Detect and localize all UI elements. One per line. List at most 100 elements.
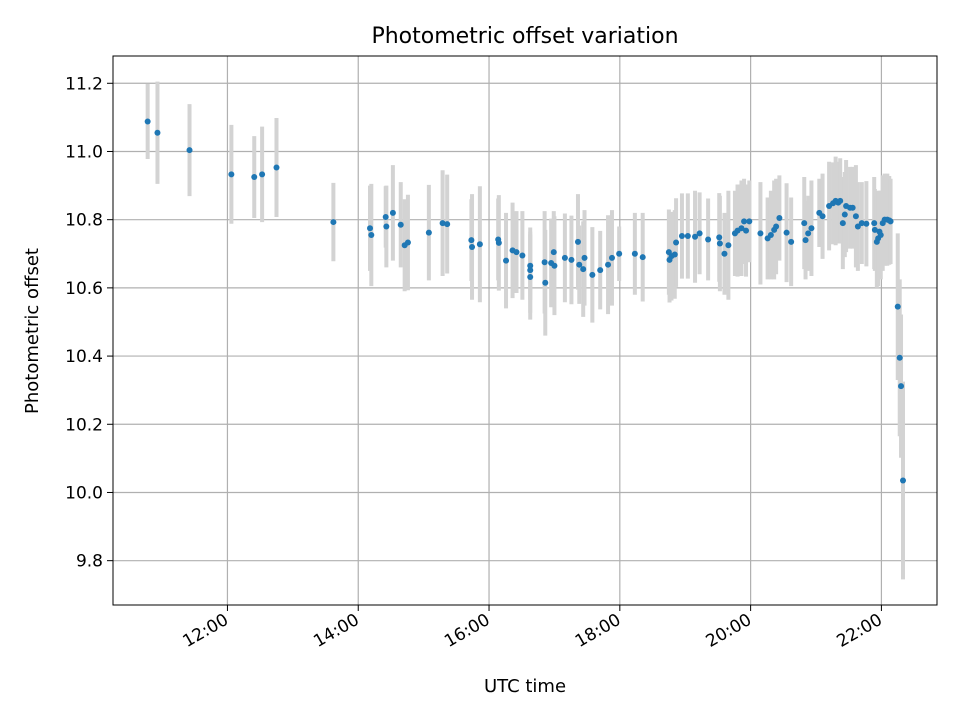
data-point bbox=[468, 237, 475, 244]
data-point bbox=[746, 218, 753, 225]
data-point bbox=[144, 118, 151, 125]
x-axis-label: UTC time bbox=[484, 676, 566, 697]
data-point bbox=[841, 211, 848, 218]
data-point bbox=[503, 257, 510, 264]
y-tick-label: 11.0 bbox=[65, 142, 103, 162]
data-point bbox=[877, 232, 884, 239]
data-point bbox=[757, 230, 764, 237]
grid-layer bbox=[113, 56, 937, 605]
data-point bbox=[154, 129, 161, 136]
data-point bbox=[561, 254, 568, 261]
data-point bbox=[788, 238, 795, 245]
data-point bbox=[721, 250, 728, 257]
data-point bbox=[581, 254, 588, 261]
data-point bbox=[616, 250, 623, 257]
data-point bbox=[551, 262, 558, 269]
data-point bbox=[673, 239, 680, 246]
data-point bbox=[576, 261, 583, 268]
data-point bbox=[608, 254, 615, 261]
data-point bbox=[439, 220, 446, 227]
data-point bbox=[839, 220, 846, 227]
data-point bbox=[819, 213, 826, 220]
data-point bbox=[382, 213, 389, 220]
data-point bbox=[404, 239, 411, 246]
data-point bbox=[684, 233, 691, 240]
y-tick-label: 9.8 bbox=[76, 552, 103, 572]
data-point bbox=[631, 250, 638, 257]
data-point bbox=[887, 218, 894, 225]
plot-frame bbox=[112, 55, 938, 606]
data-point bbox=[871, 220, 878, 227]
data-point bbox=[527, 262, 534, 269]
data-point bbox=[383, 223, 390, 230]
data-point bbox=[692, 233, 699, 240]
data-point bbox=[863, 220, 870, 227]
data-point bbox=[705, 236, 712, 243]
data-point bbox=[589, 271, 596, 278]
data-point bbox=[330, 219, 337, 226]
data-point bbox=[678, 233, 685, 240]
y-tick-label: 10.2 bbox=[65, 415, 103, 435]
data-point bbox=[716, 240, 723, 247]
data-point bbox=[228, 171, 235, 178]
data-point bbox=[541, 259, 548, 266]
data-point bbox=[898, 383, 905, 390]
data-point bbox=[597, 267, 604, 274]
data-point bbox=[527, 267, 534, 274]
data-point bbox=[837, 197, 844, 204]
data-point bbox=[896, 354, 903, 361]
data-point bbox=[639, 254, 646, 261]
data-point bbox=[716, 234, 723, 241]
data-point bbox=[574, 238, 581, 245]
data-point bbox=[389, 209, 396, 216]
data-point bbox=[767, 232, 774, 239]
data-point bbox=[849, 204, 856, 211]
data-point bbox=[852, 213, 859, 220]
data-point bbox=[743, 227, 750, 234]
y-tick-label: 10.6 bbox=[65, 279, 103, 299]
data-point bbox=[871, 226, 878, 233]
data-point bbox=[802, 237, 809, 244]
y-axis-label: Photometric offset bbox=[22, 248, 43, 414]
point-layer bbox=[144, 118, 906, 484]
data-point bbox=[605, 261, 612, 268]
data-point bbox=[899, 477, 906, 484]
data-point bbox=[738, 225, 745, 232]
data-point bbox=[580, 266, 587, 273]
data-point bbox=[741, 218, 748, 225]
data-point bbox=[367, 225, 374, 232]
data-point bbox=[671, 251, 678, 258]
data-point bbox=[808, 225, 815, 232]
data-point bbox=[858, 220, 865, 227]
data-point bbox=[425, 229, 432, 236]
data-point bbox=[801, 220, 808, 227]
data-point bbox=[776, 214, 783, 221]
data-point bbox=[783, 229, 790, 236]
data-point bbox=[519, 252, 526, 259]
chart-title: Photometric offset variation bbox=[371, 24, 678, 49]
y-tick-label: 10.0 bbox=[65, 483, 103, 503]
data-point bbox=[259, 171, 266, 178]
y-tick-label: 11.2 bbox=[65, 74, 103, 94]
data-point bbox=[476, 241, 483, 248]
data-point bbox=[854, 223, 861, 230]
data-point bbox=[527, 273, 534, 280]
data-point bbox=[273, 164, 280, 171]
data-point bbox=[251, 174, 258, 181]
data-point bbox=[495, 239, 502, 246]
data-point bbox=[513, 249, 520, 256]
data-point bbox=[568, 256, 575, 263]
data-point bbox=[773, 223, 780, 230]
data-point bbox=[894, 303, 901, 310]
data-point bbox=[725, 242, 732, 249]
data-point bbox=[696, 230, 703, 237]
data-point bbox=[542, 279, 549, 286]
y-tick-label: 10.8 bbox=[65, 211, 103, 231]
data-point bbox=[368, 232, 375, 239]
data-point bbox=[444, 221, 451, 228]
data-point bbox=[397, 221, 404, 228]
data-point bbox=[469, 243, 476, 250]
